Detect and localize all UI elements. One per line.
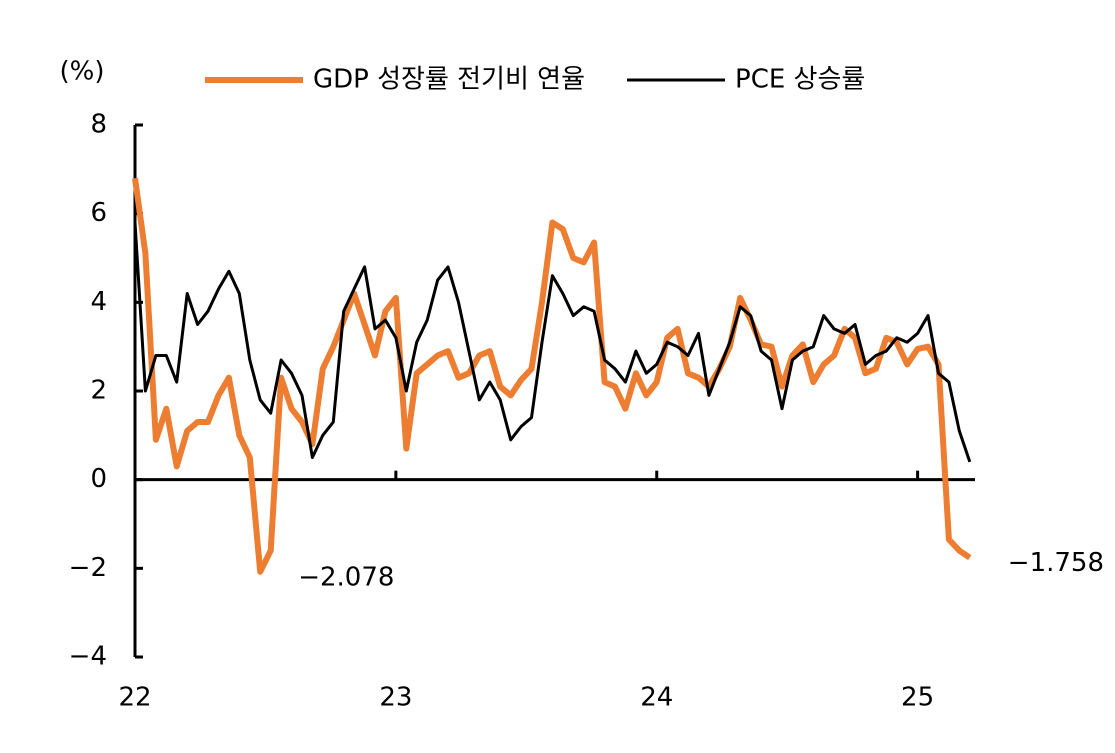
y-tick-label: 8 bbox=[90, 110, 107, 140]
y-axis-label: (%) bbox=[60, 57, 105, 87]
x-tick-label: 22 bbox=[118, 683, 151, 713]
series-line bbox=[133, 222, 972, 463]
y-tick-label: −2 bbox=[69, 553, 107, 583]
x-tick-label: 24 bbox=[640, 683, 673, 713]
series-line bbox=[132, 177, 972, 575]
y-tick-label: 2 bbox=[90, 376, 107, 406]
y-tick-label: 6 bbox=[90, 198, 107, 228]
y-tick-label: 4 bbox=[90, 287, 107, 317]
x-tick-label: 25 bbox=[901, 683, 934, 713]
data-label: −1.758 bbox=[1008, 548, 1104, 578]
y-tick-label: 0 bbox=[90, 464, 107, 494]
y-tick-label: −4 bbox=[69, 642, 107, 672]
data-label: −2.078 bbox=[298, 562, 394, 592]
legend-label: PCE 상승률 bbox=[735, 65, 865, 95]
legend-label: GDP 성장률 전기비 연율 bbox=[313, 65, 585, 95]
x-tick-label: 23 bbox=[379, 683, 412, 713]
